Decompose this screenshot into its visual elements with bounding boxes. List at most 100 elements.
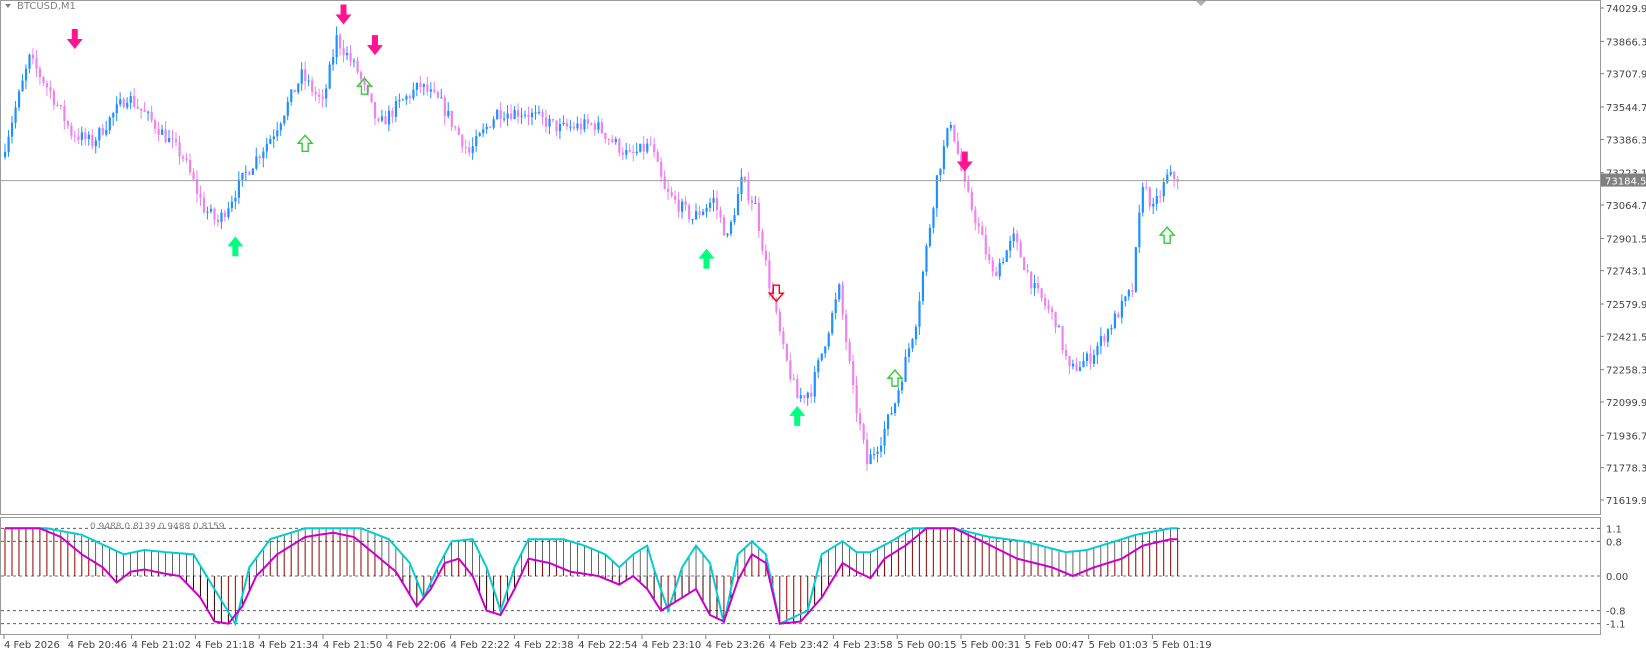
candle-body (286, 101, 289, 116)
candle-body (202, 197, 206, 213)
time-tick-label: 4 Feb 22:22 (451, 640, 510, 651)
candle-body (108, 117, 111, 130)
candle-body (1134, 247, 1137, 292)
candle-body (670, 192, 673, 196)
candle-body (248, 171, 251, 175)
candle-body (866, 439, 869, 465)
candle-body (1071, 363, 1075, 367)
time-tick-label: 5 Feb 00:15 (897, 640, 956, 651)
candle-body (1023, 257, 1026, 271)
price-tick-label: 73386.30 (1606, 135, 1646, 146)
candle-body (66, 121, 70, 126)
candle-body (879, 445, 883, 452)
candle-body (527, 114, 530, 118)
candle-body (886, 414, 890, 429)
candle-body (143, 110, 146, 112)
candle-body (450, 110, 453, 127)
candle-body (862, 424, 865, 440)
time-tick-label: 5 Feb 01:03 (1089, 640, 1148, 651)
candle-body (436, 91, 439, 98)
candle-body (600, 122, 603, 134)
candle-body (52, 90, 56, 105)
dropdown-triangle-icon[interactable] (5, 4, 11, 8)
candle-body (590, 123, 593, 125)
candle-body (84, 132, 87, 140)
candle-body (1166, 174, 1169, 183)
oscillator-tick-label: -0.8 (1606, 607, 1626, 618)
candle-body (799, 395, 802, 399)
candle-body (251, 168, 254, 175)
main-chart-frame[interactable] (0, 0, 1601, 515)
candle-body (98, 127, 101, 141)
candle-body (1061, 326, 1064, 350)
candle-body (579, 123, 583, 130)
candle-body (339, 35, 342, 49)
candle-body (311, 80, 314, 92)
oscillator-upper-line (5, 527, 1178, 627)
time-tick-label: 4 Feb 21:50 (323, 640, 382, 651)
candle-body (1127, 290, 1130, 297)
candle-body (663, 176, 666, 189)
candle-body (757, 203, 761, 231)
chart-shift-marker-icon[interactable] (1196, 1, 1206, 6)
candle-body (475, 136, 478, 147)
candle-body (346, 53, 349, 56)
candle-body (154, 120, 157, 129)
candle-body (419, 82, 422, 87)
candle-body (140, 108, 143, 111)
candle-body (161, 129, 164, 135)
candle-body (618, 139, 621, 153)
oscillator-tick-label: -1.1 (1606, 620, 1626, 631)
candle-body (810, 392, 813, 397)
candle-body (534, 112, 537, 114)
price-tick-label: 72743.10 (1606, 267, 1646, 278)
candle-body (635, 151, 638, 154)
candle-body (988, 254, 991, 261)
symbol-caption[interactable]: BTCUSD,M1 (5, 1, 76, 12)
candle-body (656, 152, 659, 162)
candle-body (953, 125, 956, 142)
candle-body (597, 122, 600, 130)
candle-body (133, 95, 136, 107)
candle-body (485, 126, 488, 130)
candle-body (719, 210, 722, 218)
candle-body (356, 60, 359, 73)
arrow-down-icon (366, 35, 383, 56)
candle-body (56, 104, 59, 106)
candle-body (370, 93, 373, 102)
candle-body (10, 122, 14, 137)
candle-body (119, 99, 122, 105)
time-tick-label: 4 Feb 21:18 (195, 640, 254, 651)
candle-body (817, 360, 820, 372)
candle-body (925, 246, 928, 272)
candle-body (1092, 355, 1096, 364)
candle-body (195, 179, 199, 194)
candle-body (1016, 233, 1019, 243)
candle-body (230, 201, 234, 209)
candle-body (380, 116, 384, 121)
candle-body (1148, 187, 1151, 207)
candle-body (806, 392, 809, 398)
indicator-values-label: 0.9488 0.8139 0.9488 0.8159 (90, 522, 225, 532)
price-axis: 74029.90 73866.30 73707.90 73544.70 73386.30… (1600, 4, 1646, 507)
candle-body (782, 331, 785, 345)
candle-body (1012, 233, 1015, 241)
time-tick-label: 4 Feb 2026 (4, 640, 60, 651)
candle-body (838, 284, 841, 300)
candle-body (258, 156, 261, 159)
candle-body (785, 344, 788, 361)
candle-body (764, 250, 768, 261)
candle-body (1068, 356, 1071, 367)
candle-body (897, 390, 900, 404)
symbol-label: BTCUSD,M1 (17, 1, 76, 12)
candle-body (293, 89, 296, 93)
price-tick-label: 71936.70 (1606, 431, 1646, 442)
candle-body (981, 226, 984, 236)
candle-body (544, 117, 548, 127)
candle-body (1103, 336, 1106, 342)
candle-body (513, 110, 516, 120)
candle-body (1124, 296, 1127, 302)
candle-body (199, 193, 202, 198)
arrow-up-icon (227, 236, 244, 257)
